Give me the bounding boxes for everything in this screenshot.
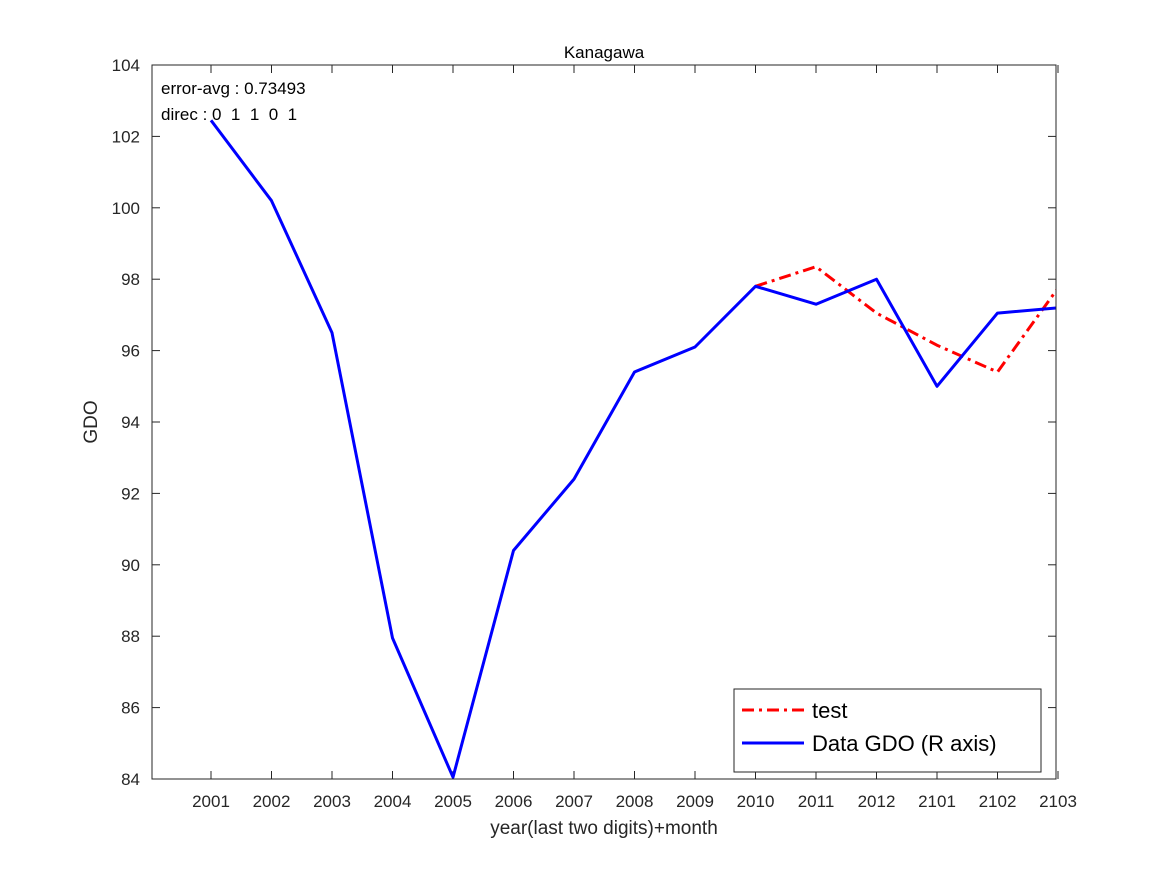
x-tick-label: 2001 bbox=[192, 792, 230, 811]
legend-box bbox=[733, 688, 1042, 773]
series-line-data-gdo bbox=[209, 119, 1056, 779]
legend: test Data GDO (R axis) bbox=[733, 688, 1042, 773]
y-axis-label: GDO bbox=[81, 400, 102, 443]
y-tick-label: 102 bbox=[112, 127, 140, 146]
x-axis-label: year(last two digits)+month bbox=[490, 818, 718, 839]
x-tick-label: 2009 bbox=[676, 792, 714, 811]
x-tick-label: 2102 bbox=[979, 792, 1017, 811]
series-line-test bbox=[755, 265, 1056, 374]
annotation-error-avg: error-avg : 0.73493 bbox=[161, 79, 306, 98]
annotation-direc: direc : 0 1 1 0 1 bbox=[161, 105, 297, 124]
legend-label-test: test bbox=[812, 698, 847, 723]
legend-label-data-gdo: Data GDO (R axis) bbox=[812, 731, 997, 756]
y-tick-label: 100 bbox=[112, 199, 140, 218]
y-tick-label: 104 bbox=[112, 56, 140, 75]
series-layer bbox=[209, 119, 1056, 779]
x-tick-label: 2005 bbox=[434, 792, 472, 811]
y-tick-label: 94 bbox=[121, 413, 140, 432]
axis-ticks: 2001 2002 2003 2004 2005 2006 2007 2008 2009 2010… bbox=[112, 56, 1077, 811]
x-tick-label: 2003 bbox=[313, 792, 351, 811]
x-tick-label: 2101 bbox=[918, 792, 956, 811]
y-tick-label: 90 bbox=[121, 556, 140, 575]
x-tick-label: 2007 bbox=[555, 792, 593, 811]
y-tick-label: 88 bbox=[121, 627, 140, 646]
x-tick-label: 2004 bbox=[374, 792, 412, 811]
x-tick-label: 2103 bbox=[1039, 792, 1077, 811]
y-tick-label: 86 bbox=[121, 699, 140, 718]
plot-frame bbox=[151, 64, 1057, 780]
plot-area bbox=[152, 65, 1056, 779]
x-tick-label: 2008 bbox=[616, 792, 654, 811]
chart-title: Kanagawa bbox=[564, 43, 645, 62]
x-tick-label: 2002 bbox=[253, 792, 291, 811]
x-tick-label: 2012 bbox=[858, 792, 896, 811]
y-tick-label: 92 bbox=[121, 484, 140, 503]
y-tick-label: 84 bbox=[121, 770, 140, 789]
x-tick-label: 2011 bbox=[798, 792, 835, 811]
x-tick-label: 2010 bbox=[737, 792, 775, 811]
y-tick-label: 98 bbox=[121, 270, 140, 289]
x-tick-label: 2006 bbox=[495, 792, 533, 811]
y-tick-label: 96 bbox=[121, 342, 140, 361]
